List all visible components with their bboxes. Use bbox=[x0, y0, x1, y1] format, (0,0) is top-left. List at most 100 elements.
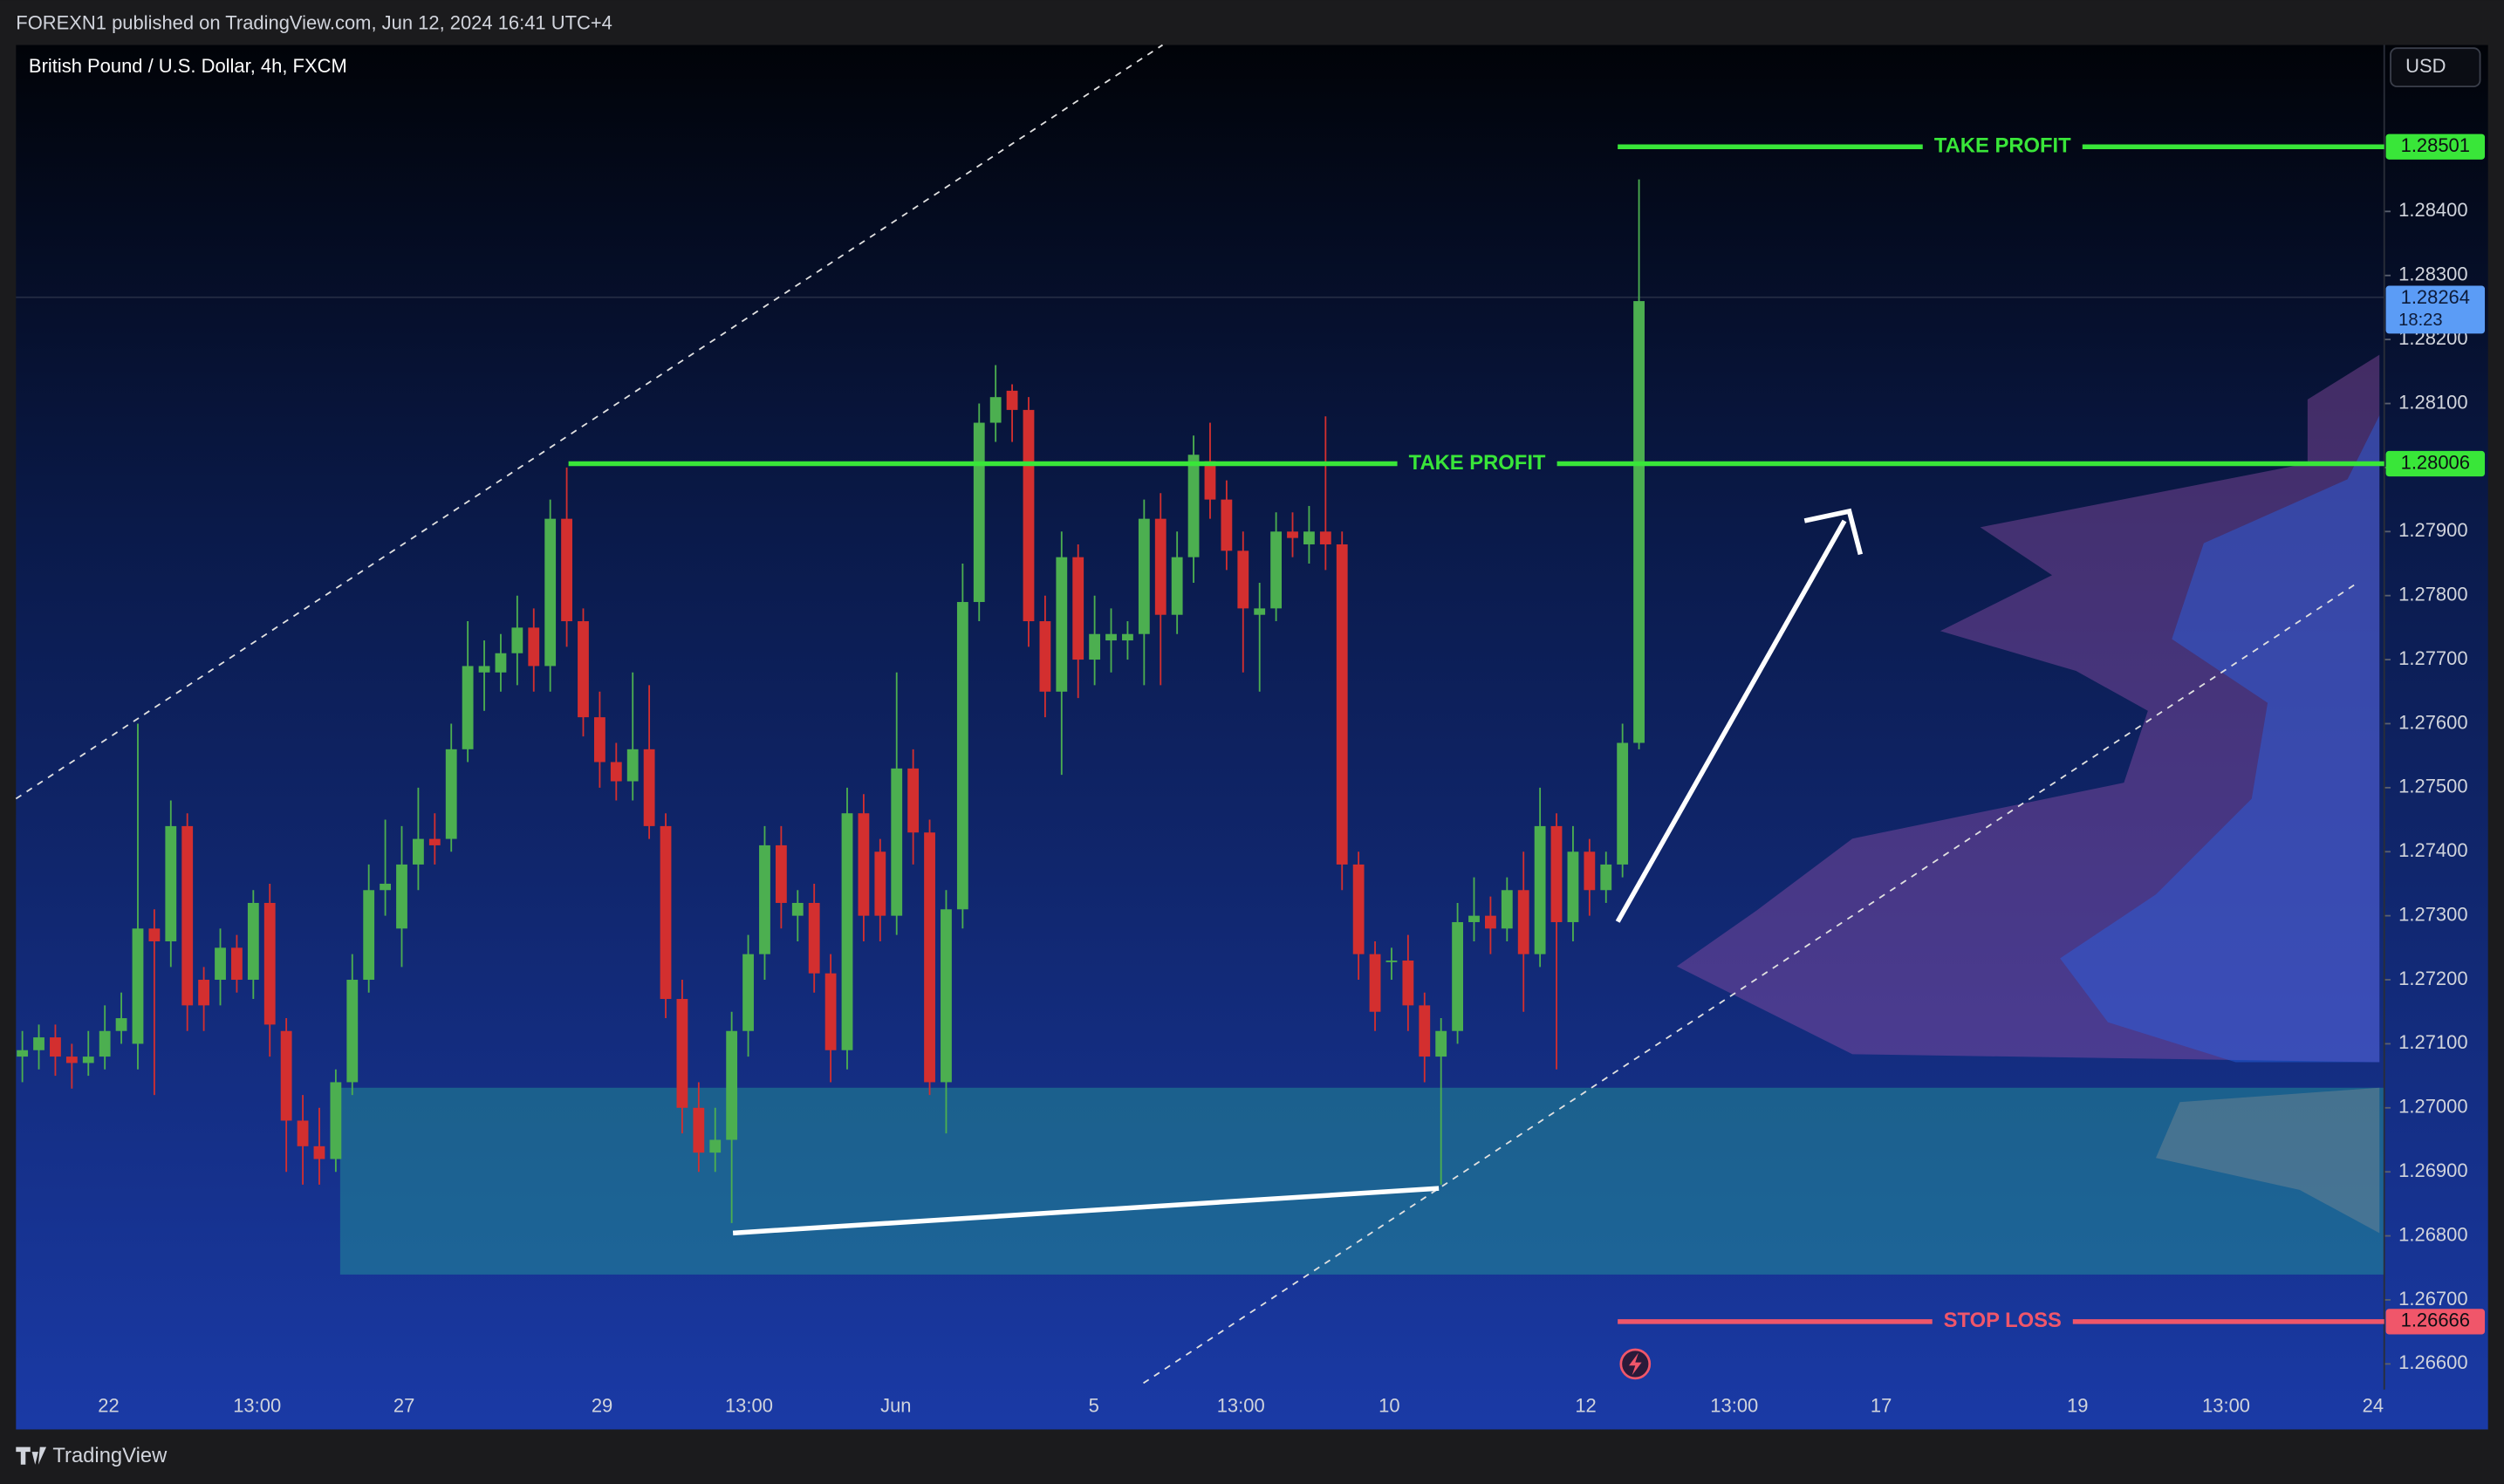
brand-logo bbox=[16, 1446, 47, 1465]
candle-body bbox=[841, 813, 853, 1050]
candle-body bbox=[82, 1057, 94, 1063]
y-tick-label: 1.27600 bbox=[2398, 711, 2467, 733]
candle-body bbox=[1056, 557, 1068, 692]
candle-body bbox=[1138, 518, 1150, 634]
candle-body bbox=[1517, 890, 1529, 954]
candle-body bbox=[396, 864, 407, 929]
demand-zone bbox=[339, 1087, 2384, 1275]
x-tick-label: 13:00 bbox=[1217, 1395, 1265, 1417]
candle-body bbox=[1187, 455, 1200, 557]
x-tick-label: 12 bbox=[1575, 1395, 1596, 1417]
overlay: 1.284001.283001.282001.281001.280001.279… bbox=[98, 44, 2486, 1417]
candle-body bbox=[1237, 551, 1249, 609]
candle-body bbox=[1468, 915, 1480, 922]
candle-body bbox=[1023, 409, 1035, 622]
currency-button[interactable] bbox=[2390, 47, 2481, 88]
y-tick-label: 1.27900 bbox=[2398, 519, 2467, 541]
candle-body bbox=[1369, 954, 1381, 1012]
candle-body bbox=[676, 999, 688, 1108]
y-tick-label: 1.26800 bbox=[2398, 1223, 2467, 1245]
y-tick-label: 1.27300 bbox=[2398, 903, 2467, 925]
chart-title: British Pound / U.S. Dollar, 4h, FXCM bbox=[29, 55, 347, 77]
candle-body bbox=[759, 845, 770, 954]
candle-body bbox=[907, 768, 920, 833]
candle-body bbox=[1402, 961, 1414, 1006]
x-tick-label: 29 bbox=[592, 1395, 612, 1417]
y-tick-label: 1.27200 bbox=[2398, 968, 2467, 989]
candles bbox=[17, 179, 1645, 1223]
price-tag-label: 1.28501 bbox=[2401, 134, 2470, 156]
candle-body bbox=[1204, 461, 1216, 500]
y-tick-label: 1.28300 bbox=[2398, 263, 2467, 285]
candle-body bbox=[297, 1120, 309, 1146]
price-tag-label: 1.26666 bbox=[2401, 1310, 2470, 1331]
candle-body bbox=[610, 762, 622, 782]
candle-body bbox=[791, 902, 804, 916]
candle-body bbox=[1484, 915, 1496, 929]
candle-body bbox=[1221, 499, 1233, 551]
y-tick-label: 1.26900 bbox=[2398, 1159, 2467, 1181]
candle-body bbox=[1287, 531, 1298, 538]
publisher: FOREXN1 published on TradingView.com, Ju… bbox=[16, 12, 612, 34]
candle-body bbox=[989, 397, 1002, 423]
candle-body bbox=[643, 749, 655, 826]
arrow-head bbox=[1803, 508, 1864, 556]
candle-body bbox=[462, 666, 474, 749]
candle-body bbox=[1534, 825, 1546, 954]
candle-body bbox=[924, 832, 935, 1083]
last-price-tag bbox=[2385, 285, 2486, 334]
candle-body bbox=[1154, 518, 1166, 615]
candle-body bbox=[231, 947, 243, 981]
candle-body bbox=[148, 928, 161, 941]
x-tick-label: Jun bbox=[880, 1395, 911, 1417]
brand: TradingView bbox=[52, 1444, 168, 1467]
candle-body bbox=[775, 845, 787, 903]
x-tick-label: 13:00 bbox=[233, 1395, 281, 1417]
candle-body bbox=[215, 947, 226, 981]
x-tick-label: 24 bbox=[2363, 1395, 2384, 1417]
candle-body bbox=[808, 902, 820, 974]
x-tick-label: 10 bbox=[1379, 1395, 1399, 1417]
candle-body bbox=[17, 1050, 29, 1057]
x-tick-label: 17 bbox=[1871, 1395, 1892, 1417]
candle-body bbox=[941, 909, 952, 1083]
y-tick-label: 1.27700 bbox=[2398, 647, 2467, 669]
candle-body bbox=[263, 902, 276, 1025]
candle-body bbox=[1385, 961, 1398, 962]
countdown: 18:23 bbox=[2398, 311, 2442, 330]
y-tick-label: 1.26600 bbox=[2398, 1351, 2467, 1373]
candle-body bbox=[1452, 921, 1463, 1031]
candle-body bbox=[330, 1082, 342, 1159]
candle-body bbox=[99, 1030, 111, 1057]
candle-body bbox=[1171, 557, 1183, 615]
candle-body bbox=[1419, 1005, 1431, 1057]
candle-body bbox=[1501, 890, 1513, 929]
candle-body bbox=[1089, 633, 1101, 660]
candle-body bbox=[346, 980, 359, 1083]
candle-body bbox=[693, 1107, 705, 1153]
candle-body bbox=[1006, 390, 1018, 410]
x-tick-label: 13:00 bbox=[1710, 1395, 1758, 1417]
volume-profile bbox=[2060, 415, 2380, 1063]
price-tag bbox=[2385, 1309, 2486, 1335]
candle-body bbox=[1319, 531, 1331, 544]
x-tick-label: 13:00 bbox=[2202, 1395, 2250, 1417]
last-price-label: 1.28264 bbox=[2401, 286, 2470, 308]
candle-body bbox=[132, 928, 144, 1044]
event-icon-bolt bbox=[1628, 1352, 1642, 1376]
candle-body bbox=[380, 883, 391, 891]
y-tick-label: 1.27800 bbox=[2398, 583, 2467, 605]
y-tick-label: 1.28100 bbox=[2398, 391, 2467, 413]
candle-body bbox=[956, 602, 968, 910]
x-tick-label: 27 bbox=[393, 1395, 414, 1417]
candle-body bbox=[824, 973, 837, 1050]
candle-body bbox=[1254, 608, 1266, 615]
candle-body bbox=[726, 1030, 738, 1140]
candle-body bbox=[1617, 742, 1629, 865]
y-tick-label: 1.27000 bbox=[2398, 1096, 2467, 1118]
candle-body bbox=[198, 980, 210, 1006]
volume-profile bbox=[2155, 1087, 2380, 1234]
currency-label[interactable]: USD bbox=[2405, 55, 2446, 77]
